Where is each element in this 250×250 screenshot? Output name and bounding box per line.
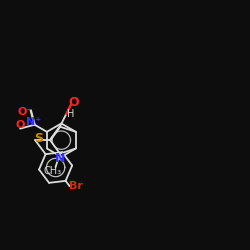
Text: CH₃: CH₃ — [44, 166, 62, 176]
Text: Br: Br — [69, 181, 82, 191]
Text: O: O — [68, 96, 79, 109]
Text: N⁺: N⁺ — [26, 117, 41, 127]
Text: O: O — [16, 120, 25, 130]
Text: N: N — [55, 152, 65, 165]
Text: O⁻: O⁻ — [17, 107, 32, 117]
Text: H: H — [67, 109, 74, 119]
Text: S: S — [34, 132, 43, 145]
